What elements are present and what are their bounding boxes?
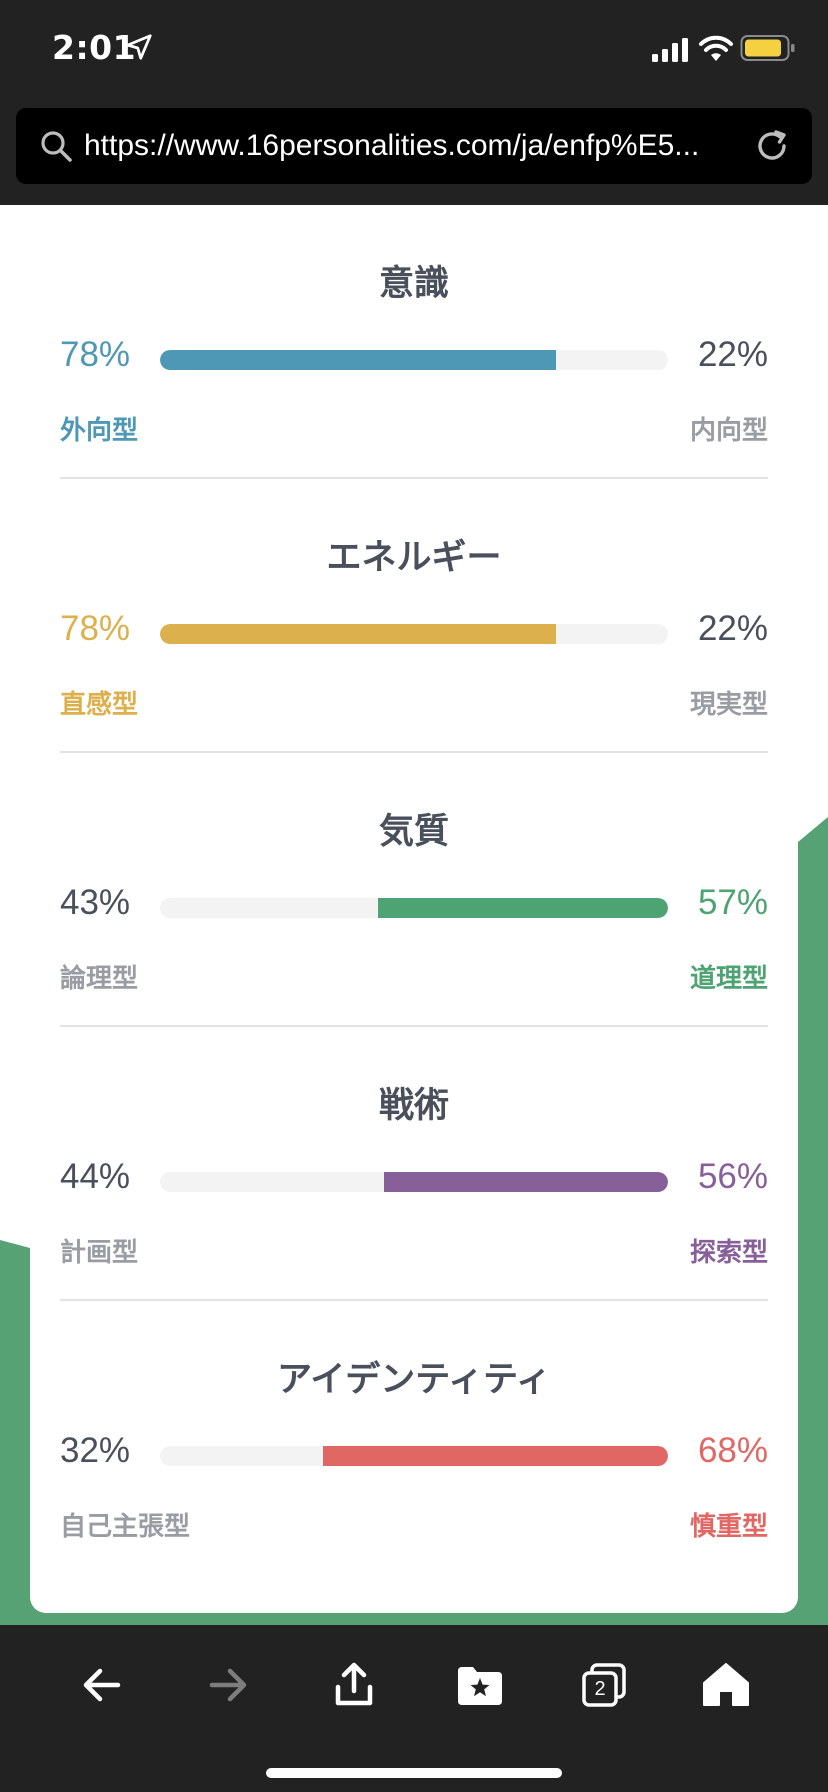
left-percent: 43% <box>60 883 131 922</box>
bookmarks-button[interactable] <box>450 1655 510 1715</box>
right-trait-label: 内向型 <box>689 416 768 446</box>
left-trait-label: 自己主張型 <box>60 1512 191 1542</box>
browser-top-chrome: 2:01 https://www.16personalities.com/ja/… <box>0 0 828 205</box>
status-time: 2:01 <box>52 28 137 67</box>
trait-bar-track <box>160 898 668 918</box>
right-percent: 57% <box>697 883 768 922</box>
right-percent: 56% <box>697 1157 768 1196</box>
trait-bar-fill <box>160 624 556 644</box>
right-percent: 68% <box>697 1431 768 1470</box>
right-trait-label: 現実型 <box>689 690 768 720</box>
right-trait-label: 探索型 <box>689 1238 768 1268</box>
share-button[interactable] <box>324 1655 384 1715</box>
left-trait-label: 直感型 <box>60 690 139 720</box>
trait-title: 戦術 <box>378 1086 449 1126</box>
search-icon <box>41 131 72 162</box>
tabs-icon <box>582 1663 626 1707</box>
right-trait-label: 慎重型 <box>689 1512 768 1542</box>
trait-bar-fill <box>384 1172 668 1192</box>
right-percent: 22% <box>697 335 768 374</box>
left-trait-label: 計画型 <box>60 1238 139 1268</box>
trait-bar-track <box>160 624 668 644</box>
home-button[interactable] <box>696 1655 756 1715</box>
trait-title: 意識 <box>378 264 449 304</box>
address-bar[interactable]: https://www.16personalities.com/ja/enfp%… <box>16 108 812 184</box>
trait-row: 気質 43% 57% 論理型 道理型 <box>60 753 768 1027</box>
location-arrow-icon <box>126 34 152 60</box>
forward-button[interactable] <box>198 1655 258 1715</box>
browser-toolbar: 2 <box>0 1625 828 1792</box>
right-percent: 22% <box>697 609 768 648</box>
left-trait-label: 論理型 <box>60 964 139 994</box>
trait-divider <box>60 751 768 753</box>
trait-bar-fill <box>160 350 556 370</box>
share-icon <box>335 1662 373 1706</box>
tabs-count: 2 <box>594 1677 606 1700</box>
trait-bar-track <box>160 1172 668 1192</box>
personality-traits-card: 意識 78% 22% 外向型 内向型エネルギー 78% 22% 直感型 現実型気質 43% 57% 論… <box>30 205 798 1613</box>
trait-divider <box>60 1025 768 1027</box>
bookmarks-icon <box>458 1667 502 1705</box>
right-trait-label: 道理型 <box>689 964 768 994</box>
trait-row: 戦術 44% 56% 計画型 探索型 <box>60 1027 768 1301</box>
trait-row: 意識 78% 22% 外向型 内向型 <box>60 205 768 479</box>
back-icon <box>83 1668 121 1702</box>
trait-bar-fill <box>378 898 668 918</box>
trait-row: アイデンティティ 32% 68% 自己主張型 慎重型 <box>60 1301 768 1575</box>
reload-icon[interactable] <box>752 126 792 166</box>
home-indicator[interactable] <box>266 1768 562 1778</box>
left-percent: 44% <box>60 1157 131 1196</box>
left-percent: 78% <box>60 609 131 648</box>
left-percent: 32% <box>60 1431 131 1470</box>
battery-icon <box>740 35 795 61</box>
forward-icon <box>209 1668 247 1702</box>
trait-divider <box>60 477 768 479</box>
trait-bar-fill <box>323 1446 668 1466</box>
trait-divider <box>60 1299 768 1301</box>
back-button[interactable] <box>72 1655 132 1715</box>
trait-title: エネルギー <box>326 538 502 578</box>
trait-row: エネルギー 78% 22% 直感型 現実型 <box>60 479 768 753</box>
home-icon <box>703 1663 749 1706</box>
left-trait-label: 外向型 <box>60 416 139 446</box>
url-text[interactable]: https://www.16personalities.com/ja/enfp%… <box>84 129 700 162</box>
cellular-signal-icon <box>652 38 688 62</box>
wifi-icon <box>699 35 733 61</box>
left-percent: 78% <box>60 335 131 374</box>
tabs-button[interactable]: 2 <box>574 1655 634 1715</box>
trait-bar-track <box>160 350 668 370</box>
trait-title: アイデンティティ <box>276 1360 552 1400</box>
trait-bar-track <box>160 1446 668 1466</box>
trait-title: 気質 <box>378 812 449 852</box>
